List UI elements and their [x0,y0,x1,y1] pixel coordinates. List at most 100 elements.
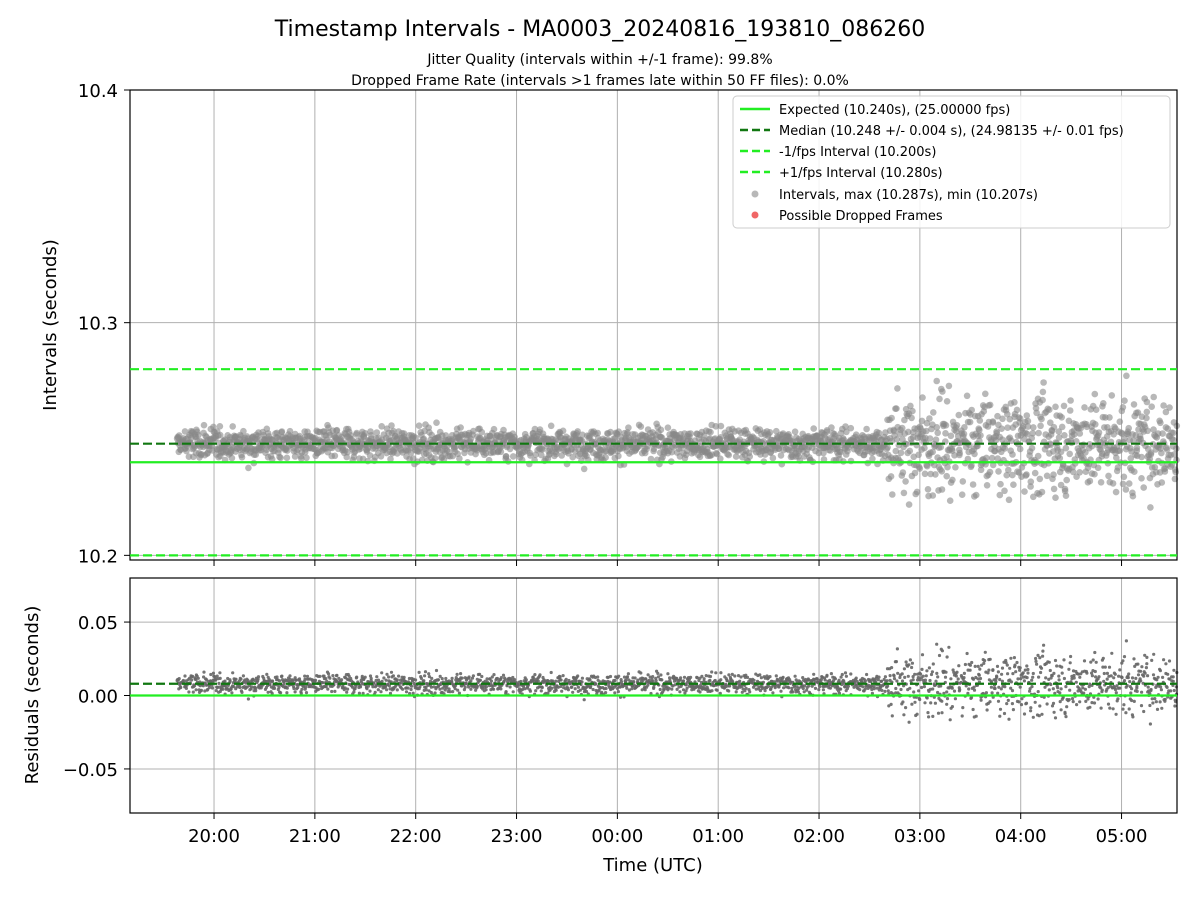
interval-point [1023,412,1031,419]
x-ticks: 20:00 21:00 22:00 23:00 00:00 01:00 02:00 03:00… [188,813,1147,847]
interval-point [888,414,895,422]
residual-point [340,678,344,682]
residual-point [536,679,540,683]
interval-point [1024,417,1032,425]
residual-point [313,678,318,682]
residual-point [1162,658,1166,662]
interval-point [344,448,351,456]
residual-point [401,687,405,691]
residual-point [1106,702,1111,706]
residual-point [736,674,741,678]
residual-point [1034,656,1038,661]
residual-point [1067,667,1071,671]
residual-point [994,680,998,684]
interval-point [1050,423,1058,431]
interval-point [1076,430,1084,437]
interval-point [1055,434,1063,441]
interval-point [977,466,985,474]
interval-point [1158,449,1165,457]
residual-point [945,655,949,659]
residual-point [998,677,1002,682]
residual-point [363,675,367,679]
residual-point [268,682,272,686]
interval-point [456,455,463,462]
residual-point [972,688,977,692]
residual-point [454,676,458,680]
interval-point [1023,471,1030,478]
residual-point [1026,671,1030,675]
residual-point [882,677,886,682]
residual-point [1093,650,1097,655]
residual-point [285,691,289,695]
residual-point [817,688,821,692]
residual-point [892,674,896,678]
residual-point [591,687,595,692]
residual-point [427,675,431,679]
interval-point [1169,429,1177,437]
residual-point [215,674,219,678]
interval-point [963,392,971,400]
residual-point [1111,707,1115,711]
residual-point [1158,669,1162,673]
interval-point [1005,466,1012,474]
residual-point [1042,643,1046,647]
interval-point [936,395,943,403]
residual-point [1106,686,1110,690]
residual-point [506,680,510,684]
residual-point [580,676,585,680]
interval-point [995,468,1002,475]
residual-point [670,687,674,691]
residual-point [1031,671,1035,676]
residual-point [1018,668,1022,672]
residual-point [943,675,948,679]
residual-point [920,653,925,657]
residual-point [651,679,655,684]
interval-point [431,455,439,462]
interval-point [1121,397,1128,405]
interval-point [388,422,395,429]
interval-point [933,377,940,385]
residual-point [656,671,660,676]
residual-point [1039,670,1043,675]
residual-point [187,690,191,694]
interval-point [1106,414,1113,421]
residual-point [184,686,188,691]
interval-point [1047,441,1055,449]
residual-point [700,674,704,679]
residual-point [349,676,353,681]
residual-point [324,685,328,689]
residual-point [988,657,992,661]
interval-point [977,432,984,439]
residual-point [1105,671,1109,676]
interval-point [887,473,895,480]
residual-point [842,681,846,686]
residual-point [372,681,376,685]
residual-point [989,685,994,689]
residual-point [791,690,795,694]
residual-point [962,676,966,680]
interval-point [1060,402,1068,410]
residual-point [923,678,928,682]
residual-point [194,677,198,682]
residual-point [1067,698,1071,702]
residual-point [232,685,236,689]
residual-point [1096,697,1100,701]
residual-point [995,675,999,679]
interval-point [1097,479,1105,486]
residual-point [1028,689,1032,693]
residual-point [467,675,471,679]
residual-point [1065,705,1069,709]
residual-point [978,667,982,671]
residual-point [1150,697,1154,701]
residual-point [202,670,206,674]
interval-point [602,454,609,461]
residual-point [1121,659,1125,663]
residual-point [1025,676,1029,680]
residual-point [1130,698,1134,703]
residual-point [209,672,213,677]
residual-point [970,660,974,665]
interval-point [933,424,941,431]
residual-point [484,688,488,692]
interval-point [1144,427,1151,435]
residual-point [947,645,951,649]
